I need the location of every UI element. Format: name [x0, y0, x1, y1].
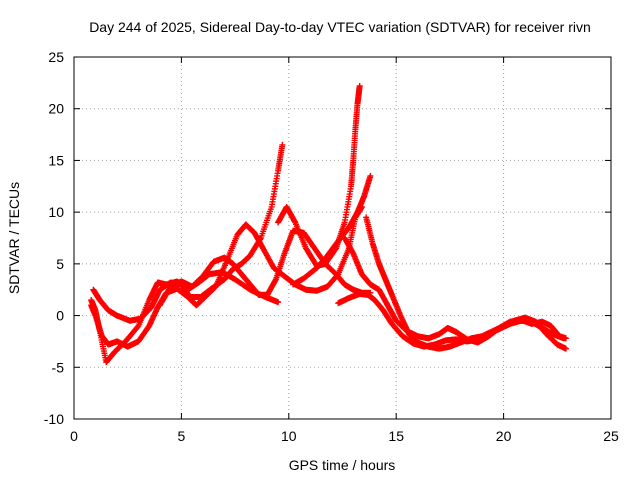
x-axis-label: GPS time / hours [289, 457, 396, 473]
y-tick-label: -5 [52, 359, 65, 375]
x-tick-label: 15 [388, 428, 404, 444]
data-point [275, 299, 282, 306]
y-axis-label: SDTVAR / TECUs [6, 182, 22, 294]
data-point [367, 172, 374, 179]
tick-layer: 0 5 10 15 20 25 -10 -5 0 5 10 15 20 25 [44, 49, 619, 444]
x-tick-label: 0 [70, 428, 78, 444]
data-point [562, 335, 569, 342]
y-tick-label: 5 [56, 256, 64, 272]
data-point [279, 141, 286, 148]
plot-frame [73, 56, 612, 420]
x-tick-label: 20 [496, 428, 512, 444]
series-track-8 [363, 214, 569, 352]
series-track-2 [90, 141, 286, 324]
y-tick-label: -10 [44, 411, 64, 427]
series-track-6 [290, 172, 374, 288]
data-layer [88, 82, 569, 366]
y-tick-label: 20 [48, 101, 64, 117]
y-tick-label: 15 [48, 152, 64, 168]
series-track-9 [341, 235, 569, 346]
data-point [562, 345, 569, 352]
y-tick-label: 25 [48, 49, 64, 65]
y-tick-label: 10 [48, 204, 64, 220]
x-tick-label: 10 [281, 428, 297, 444]
chart-title: Day 244 of 2025, Sidereal Day-to-day VTE… [89, 19, 591, 35]
x-tick-label: 25 [603, 428, 619, 444]
x-tick-label: 5 [178, 428, 186, 444]
y-tick-label: 0 [56, 308, 64, 324]
data-point [356, 82, 363, 89]
